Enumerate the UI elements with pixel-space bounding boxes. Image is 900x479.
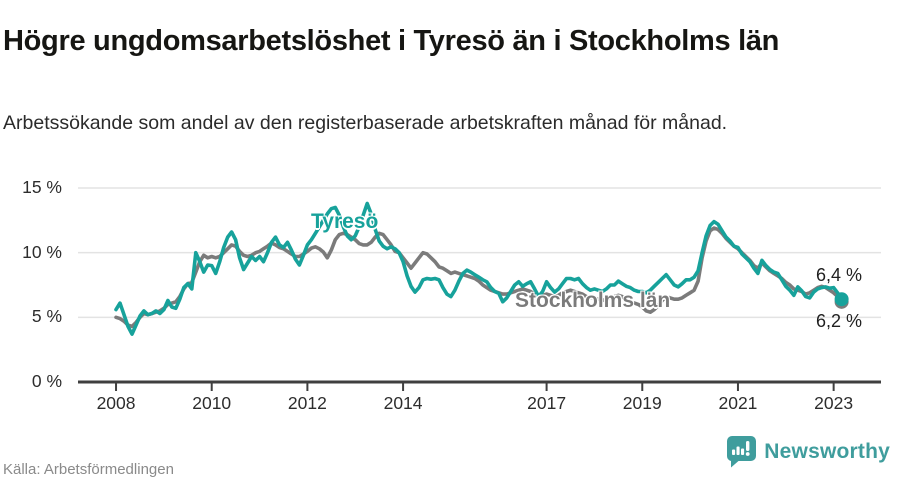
series-label-tyres-: Tyresö: [311, 210, 379, 233]
x-axis-tick-label: 2008: [96, 393, 136, 413]
newsworthy-logo[interactable]: Newsworthy: [726, 435, 890, 468]
chart-subtitle: Arbetssökande som andel av den registerb…: [3, 111, 728, 134]
chart-title: Högre ungdomsarbetslöshet i Tyresö än i …: [3, 25, 780, 58]
x-axis-tick-label: 2010: [192, 393, 232, 413]
x-axis-tick-label: 2017: [527, 393, 567, 413]
x-axis-tick-label: 2021: [718, 393, 758, 413]
x-axis-tick-label: 2023: [814, 393, 854, 413]
y-axis-tick-label: 5 %: [31, 306, 62, 327]
x-axis-tick-label: 2019: [622, 393, 662, 413]
series-label-stockholms-l-n: Stockholms län: [515, 289, 671, 312]
series-end-dot: [834, 292, 849, 307]
y-axis-tick-label: 0 %: [31, 371, 62, 391]
y-axis-tick-label: 15 %: [22, 177, 62, 197]
latest-value-label: 6,2 %: [816, 311, 863, 331]
x-axis-tick-label: 2012: [287, 393, 327, 413]
newsworthy-bubble-icon: [727, 436, 757, 468]
source-note: Källa: Arbetsförmedlingen: [3, 461, 174, 478]
series-line-tyres-: [114, 201, 844, 336]
latest-value-label: 6,4 %: [816, 265, 863, 285]
y-axis-tick-label: 10 %: [22, 241, 62, 262]
x-axis-tick-label: 2014: [383, 393, 423, 413]
brand-name: Newsworthy: [764, 439, 890, 463]
